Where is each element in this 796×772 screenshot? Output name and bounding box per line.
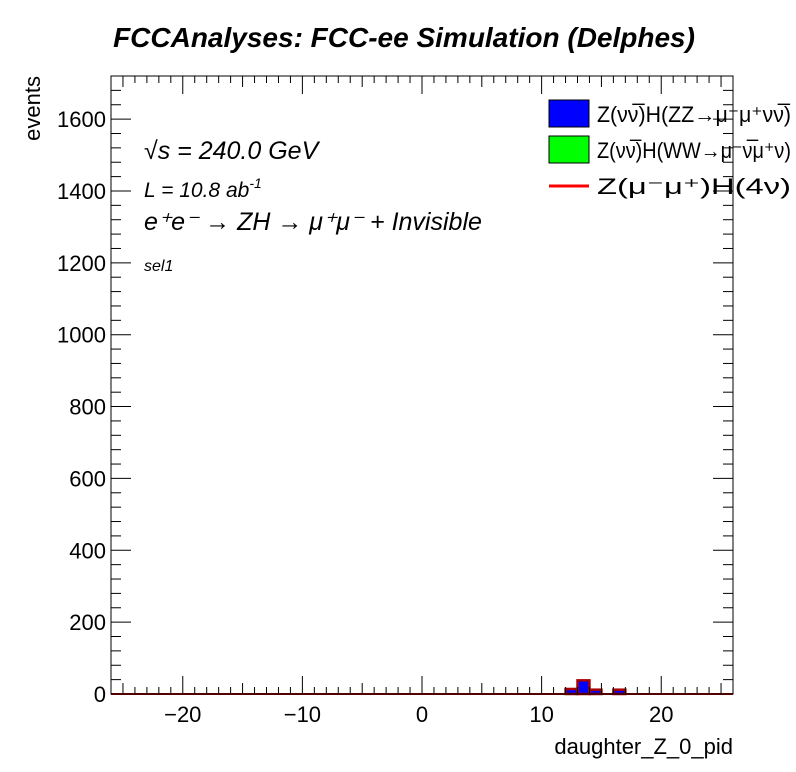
y-tick-label: 1400	[57, 179, 106, 204]
y-tick-label: 200	[69, 610, 106, 635]
y-tick-label: 600	[69, 466, 106, 491]
histogram-bar-0-1	[576, 679, 591, 696]
x-axis: −20 −10 0 10 20	[122, 76, 722, 727]
x-axis-label: daughter_Z_0_pid	[554, 734, 733, 759]
y-tick-label: 0	[94, 682, 106, 707]
annotation-lumi-sup: -1	[249, 175, 261, 191]
y-tick-label: 1600	[57, 107, 106, 132]
annotation-energy-symbol: √s	[144, 137, 170, 165]
legend-label-0: Z(νν̅)H(ZZ→μ⁻μ⁺νν̅)	[597, 102, 791, 127]
chart-title: FCCAnalyses: FCC-ee Simulation (Delphes)	[113, 22, 695, 53]
plot-frame	[110, 75, 734, 695]
legend: Z(νν̅)H(ZZ→μ⁻μ⁺νν̅) Z(νν̅)H(WW→μ⁻ν̅μ⁺ν) Z(…	[548, 99, 791, 199]
annotation-lumi: L = 10.8 ab-1	[144, 175, 262, 202]
y-tick-label: 400	[69, 538, 106, 563]
legend-label-2: Z(μ⁻μ⁺)H(4ν)	[597, 174, 791, 199]
legend-swatch-1	[548, 135, 590, 164]
y-tick-label: 1000	[57, 323, 106, 348]
y-axis: 0 200 400 600 800 1000 1200 1400 1600	[57, 75, 733, 707]
y-tick-label: 800	[69, 395, 106, 420]
x-tick-label: −10	[284, 702, 321, 727]
legend-label-1: Z(νν̅)H(WW→μ⁻ν̅μ⁺ν)	[597, 138, 791, 163]
annotation-energy: √s = 240.0 GeV	[144, 137, 321, 165]
x-tick-label: −20	[164, 702, 201, 727]
histogram-bars	[564, 679, 627, 696]
annotation-energy-value: = 240.0 GeV	[170, 137, 320, 165]
annotation-block: √s = 240.0 GeV L = 10.8 ab-1 e⁺e⁻ → ZH →…	[144, 137, 482, 275]
x-tick-label: 10	[529, 702, 553, 727]
y-axis-label: events	[20, 76, 45, 141]
legend-swatch-0	[548, 99, 590, 128]
annotation-lumi-text: L = 10.8 ab	[144, 179, 250, 202]
x-tick-label: 20	[649, 702, 673, 727]
y-tick-label: 1200	[57, 251, 106, 276]
annotation-process: e⁺e⁻ → ZH → μ⁺μ⁻ + Invisible	[144, 208, 482, 236]
annotation-selection: sel1	[144, 258, 173, 275]
x-tick-label: 0	[416, 702, 428, 727]
